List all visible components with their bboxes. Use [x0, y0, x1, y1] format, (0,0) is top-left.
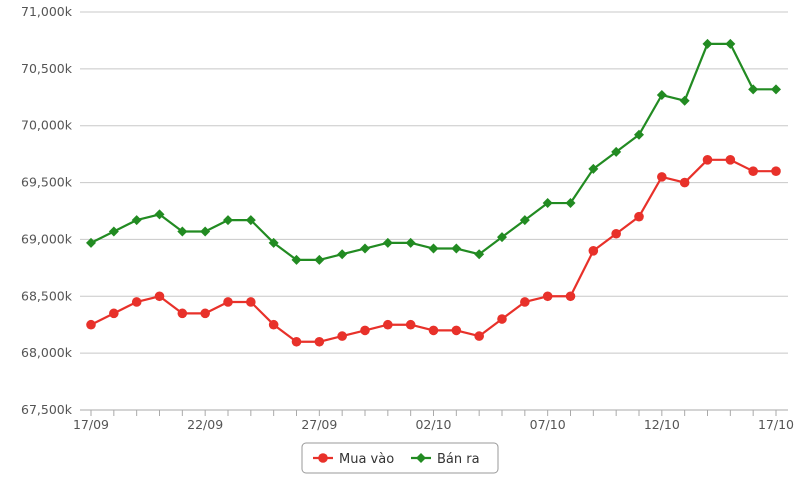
data-point[interactable] [725, 155, 736, 165]
data-point[interactable] [565, 291, 576, 302]
data-point[interactable] [520, 297, 530, 307]
data-point[interactable] [748, 166, 758, 176]
y-tick-label: 68,500k [21, 288, 73, 303]
data-point[interactable] [223, 297, 233, 307]
data-point[interactable] [451, 243, 462, 254]
series-ban-ra [86, 38, 781, 265]
data-point[interactable] [725, 38, 736, 49]
data-point[interactable] [177, 308, 188, 319]
data-point[interactable] [154, 291, 165, 302]
data-point[interactable] [337, 249, 348, 260]
legend: Mua vào Bán ra [301, 442, 499, 474]
x-tick-label: 17/09 [73, 417, 109, 432]
data-point[interactable] [405, 237, 416, 248]
y-tick-label: 68,000k [21, 345, 73, 360]
x-axis [80, 409, 788, 416]
data-point[interactable] [314, 336, 325, 347]
legend-item[interactable]: Bán ra [411, 452, 480, 467]
gridlines [80, 11, 788, 411]
data-point[interactable] [519, 215, 530, 226]
y-tick-label: 70,500k [21, 61, 73, 76]
x-axis-tick-labels: 17/09 22/09 27/09 02/10 07/10 12/10 17/10 [73, 417, 794, 432]
legend-item[interactable]: Mua vào [313, 452, 394, 467]
legend-marker [318, 453, 328, 463]
data-point[interactable] [154, 209, 165, 220]
data-point[interactable] [474, 331, 484, 341]
data-point[interactable] [268, 319, 279, 330]
x-tick-label: 22/09 [187, 417, 223, 432]
data-point[interactable] [131, 297, 142, 307]
y-tick-label: 69,000k [21, 231, 73, 246]
data-point[interactable] [634, 211, 644, 222]
data-point[interactable] [109, 308, 119, 319]
data-point[interactable] [223, 215, 233, 226]
data-point[interactable] [611, 228, 621, 239]
data-point[interactable] [702, 38, 713, 49]
legend-box [301, 442, 499, 474]
series-mua-vao [86, 155, 781, 347]
data-point[interactable] [748, 84, 759, 95]
data-point[interactable] [177, 226, 188, 237]
legend-marker [416, 453, 426, 463]
y-tick-label: 67,500k [21, 402, 73, 417]
data-point[interactable] [268, 237, 279, 248]
data-point[interactable] [657, 172, 667, 182]
data-point[interactable] [428, 243, 439, 254]
data-point[interactable] [246, 297, 256, 307]
data-point[interactable] [405, 319, 416, 330]
data-point[interactable] [291, 254, 302, 265]
x-tick-label: 07/10 [530, 417, 566, 432]
data-point[interactable] [588, 163, 599, 174]
data-point[interactable] [108, 226, 119, 237]
x-tick-label: 12/10 [644, 417, 680, 432]
data-point[interactable] [588, 246, 599, 256]
data-point[interactable] [200, 226, 211, 237]
data-point[interactable] [360, 243, 370, 254]
x-tick-label: 02/10 [415, 417, 451, 432]
data-point[interactable] [200, 308, 210, 319]
y-tick-label: 70,000k [21, 118, 73, 133]
data-point[interactable] [314, 254, 325, 265]
data-point[interactable] [542, 198, 553, 209]
data-point[interactable] [542, 291, 553, 302]
data-point[interactable] [86, 319, 96, 330]
data-point[interactable] [771, 84, 781, 95]
y-tick-label: 71,000k [21, 4, 73, 19]
x-tick-label: 27/09 [301, 417, 337, 432]
series-line [90, 42, 776, 261]
data-point[interactable] [291, 336, 302, 347]
legend-label: Bán ra [437, 452, 480, 467]
data-point[interactable] [565, 198, 576, 209]
data-point[interactable] [497, 314, 507, 324]
y-tick-label: 69,500k [21, 175, 73, 190]
data-point[interactable] [428, 325, 439, 336]
y-axis-tick-labels: 67,500k 68,000k 68,500k 69,000k 69,500k 70,00… [21, 4, 73, 417]
data-point[interactable] [131, 215, 142, 226]
data-point[interactable] [702, 155, 713, 165]
data-point[interactable] [634, 129, 644, 140]
data-point[interactable] [474, 249, 485, 260]
series-layer [86, 38, 781, 347]
data-point[interactable] [771, 166, 781, 176]
data-point[interactable] [656, 90, 667, 101]
x-tick-label: 17/10 [758, 417, 794, 432]
data-point[interactable] [679, 95, 690, 106]
data-point[interactable] [679, 177, 690, 188]
data-point[interactable] [337, 331, 347, 341]
data-point[interactable] [360, 325, 370, 336]
data-point[interactable] [245, 215, 256, 226]
data-point[interactable] [382, 237, 393, 248]
legend-label: Mua vào [339, 452, 394, 467]
data-point[interactable] [86, 237, 96, 248]
data-point[interactable] [451, 325, 462, 336]
data-point[interactable] [383, 319, 393, 330]
data-point[interactable] [497, 232, 507, 243]
data-point[interactable] [611, 146, 622, 157]
